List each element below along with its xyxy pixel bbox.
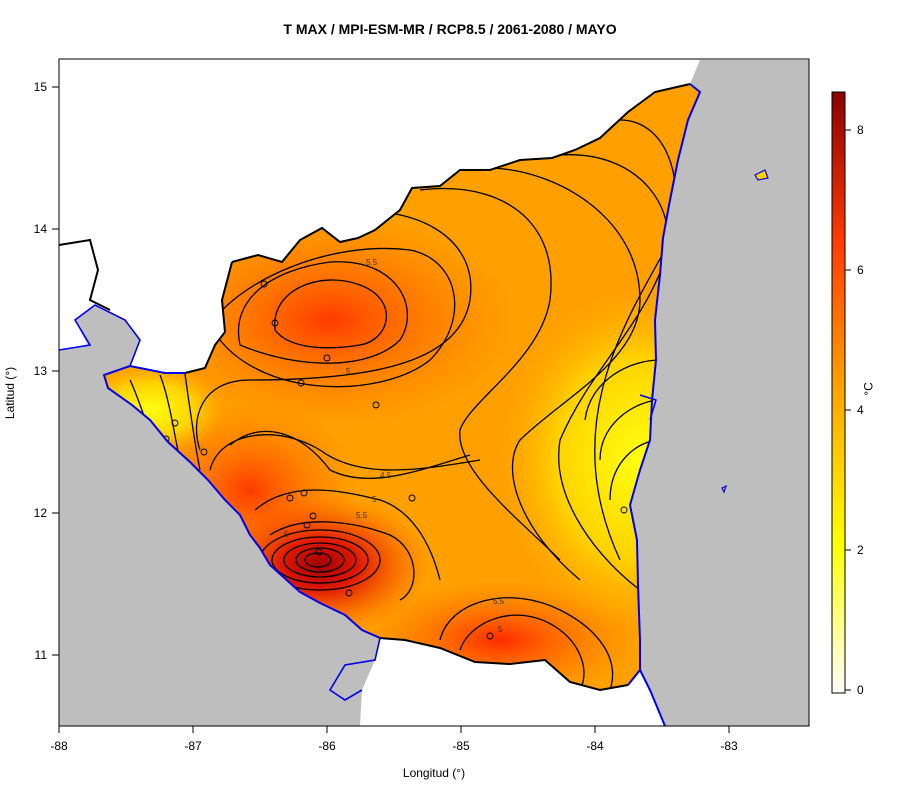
western-border <box>184 261 233 374</box>
station-markers <box>162 219 682 640</box>
contour-label: 5 <box>372 495 377 504</box>
colorbar-tick-label: 6 <box>857 263 864 277</box>
contour-label: 4.5 <box>380 471 392 480</box>
colorbar-tick-label: 0 <box>857 683 864 697</box>
pacific-coast <box>102 364 381 639</box>
contour-label: 5 <box>346 367 351 376</box>
contour-label: 5.5 <box>493 597 505 606</box>
contour-label-group: 5.5 5 4.5 5 5.5 5 5.5 5 <box>284 258 505 634</box>
y-tick-label: 14 <box>34 222 48 236</box>
caribbean-coast-south <box>639 669 666 727</box>
x-tick-label: -84 <box>586 739 604 753</box>
y-tick-label: 11 <box>35 648 48 662</box>
costa-rica-pacific-coast <box>328 637 381 701</box>
colorbar-tick-label: 2 <box>857 543 864 557</box>
colorbar-ticks <box>845 129 851 691</box>
colorbar-tick-labels: 0 2 4 6 8 <box>857 123 864 697</box>
colorbar-tick-label: 8 <box>857 123 864 137</box>
cayos <box>754 169 769 181</box>
x-axis-label: Longitud (°) <box>402 766 466 780</box>
x-tick-label: -87 <box>184 739 202 753</box>
chart-title: T MAX / MPI-ESM-MR / RCP8.5 / 2061-2080 … <box>283 21 617 37</box>
colorbar <box>831 91 846 694</box>
corn-islands <box>721 484 728 494</box>
northern-border <box>231 83 691 264</box>
x-tick-label: -88 <box>50 739 68 753</box>
costa-rica-land <box>360 638 665 726</box>
southern-border <box>379 637 629 692</box>
y-tick-label: 12 <box>34 506 48 520</box>
contour-label: 5 <box>498 625 503 634</box>
x-tick-label: -83 <box>720 739 738 753</box>
x-tick-label: -85 <box>452 739 470 753</box>
honduras-inner-border <box>58 238 111 311</box>
x-axis <box>58 725 730 733</box>
y-tick-labels: 11 12 13 14 15 <box>34 80 48 662</box>
y-axis <box>52 86 60 656</box>
colorbar-tick-label: 4 <box>857 403 864 417</box>
contour-label: 5.5 <box>356 511 368 520</box>
caribbean-coast <box>627 83 702 686</box>
gulf-fonseca <box>75 305 140 375</box>
x-tick-labels: -88 -87 -86 -85 -84 -83 <box>50 739 738 753</box>
gulf-fonseca-coast <box>58 304 141 367</box>
honduras-land <box>59 59 809 375</box>
contour-lines <box>129 119 677 690</box>
x-tick-label: -86 <box>318 739 336 753</box>
lake-nicaragua-hint <box>639 394 657 421</box>
contour-label: 5 <box>284 530 289 539</box>
y-tick-label: 13 <box>34 364 48 378</box>
y-tick-label: 15 <box>34 80 48 94</box>
contour-label: 5.5 <box>366 258 378 267</box>
